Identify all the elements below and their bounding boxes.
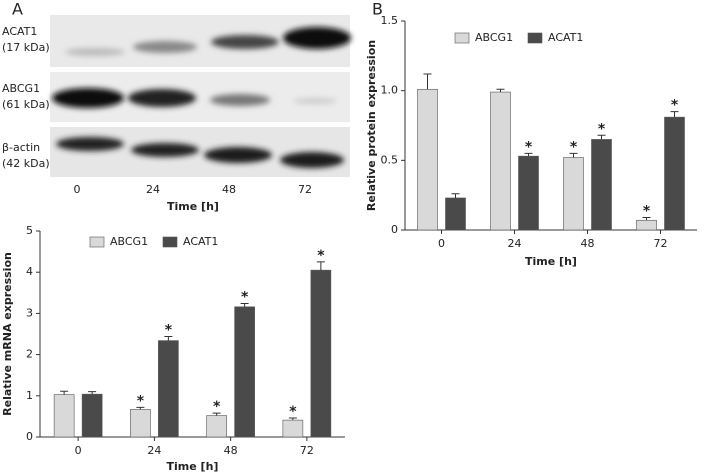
y-tick-label: 0.5	[381, 153, 399, 166]
error-bar	[451, 193, 460, 198]
y-tick-label: 0	[26, 430, 33, 443]
legend-swatch	[89, 236, 105, 248]
significance-marker: *	[137, 393, 145, 409]
significance-marker: *	[570, 139, 578, 155]
x-tick-label: 24	[508, 237, 522, 250]
error-bar	[496, 88, 505, 93]
legend-label: ACAT1	[548, 31, 583, 44]
y-tick-label: 1.0	[381, 84, 399, 97]
y-tick-label: 0	[391, 223, 398, 236]
x-axis-title: Time [h]	[167, 460, 219, 473]
x-axis-title: Time [h]	[525, 255, 577, 268]
error-bar	[60, 390, 69, 395]
blot-x-label: 24	[146, 183, 160, 196]
significance-marker: *	[317, 248, 325, 264]
y-axis-title: Relative mRNA expression	[1, 252, 14, 416]
legend-label: ACAT1	[183, 235, 218, 248]
panel-label: B	[372, 0, 383, 19]
bar	[234, 306, 255, 438]
bar	[490, 91, 511, 231]
bar	[158, 340, 179, 438]
bar	[417, 88, 438, 231]
significance-marker: *	[165, 322, 173, 338]
significance-marker: *	[598, 121, 606, 137]
x-tick-label: 0	[75, 444, 82, 457]
significance-marker: *	[671, 98, 679, 114]
blot-row-name: ABCG1	[2, 82, 40, 95]
x-tick-label: 48	[224, 444, 238, 457]
bar	[664, 116, 685, 231]
x-tick-label: 0	[438, 237, 445, 250]
significance-marker: *	[643, 203, 651, 219]
y-tick-label: 3	[26, 306, 33, 319]
blot-x-label: 48	[222, 183, 236, 196]
blot-bands	[52, 27, 351, 168]
bar	[445, 197, 466, 231]
error-bar	[164, 335, 173, 341]
error-bar	[288, 417, 297, 421]
legend-swatch	[454, 32, 470, 44]
blot-row-name: β-actin	[2, 141, 40, 154]
y-tick-label: 4	[26, 265, 33, 278]
error-bar	[642, 216, 651, 221]
significance-marker: *	[213, 399, 221, 415]
bar	[206, 415, 227, 438]
bar	[636, 219, 657, 231]
blot-row-size: (61 kDa)	[2, 98, 50, 111]
legend-swatch	[527, 32, 543, 44]
significance-marker: *	[241, 290, 249, 306]
blot-row-size: (42 kDa)	[2, 157, 50, 170]
significance-marker: *	[525, 139, 533, 155]
bar	[282, 419, 304, 438]
blot-x-label: 0	[74, 183, 81, 196]
y-tick-label: 2	[26, 348, 33, 361]
error-bar	[670, 111, 679, 118]
x-tick-label: 72	[300, 444, 314, 457]
error-bar	[316, 261, 325, 271]
legend-label: ABCG1	[475, 31, 513, 44]
y-tick-label: 5	[26, 224, 33, 237]
error-bar	[88, 391, 97, 395]
y-axis-title: Relative protein expression	[365, 40, 378, 211]
bar	[563, 157, 584, 231]
error-bar	[423, 73, 432, 90]
error-bar	[136, 406, 145, 410]
bar	[130, 409, 151, 438]
x-tick-label: 48	[581, 237, 595, 250]
y-tick-label: 1	[26, 389, 33, 402]
error-bar	[597, 134, 606, 140]
bar	[310, 269, 332, 438]
legend-swatch	[162, 236, 178, 248]
blot-strip	[50, 127, 350, 177]
legend-label: ABCG1	[110, 235, 148, 248]
error-bar	[524, 152, 533, 157]
significance-marker: *	[289, 404, 297, 420]
panel-label: A	[12, 0, 23, 19]
error-bar	[212, 412, 221, 416]
blot-axis-title: Time [h]	[167, 200, 219, 213]
x-tick-label: 24	[147, 444, 161, 457]
blot-row-name: ACAT1	[2, 25, 37, 38]
error-bar	[240, 303, 249, 307]
bar	[518, 155, 539, 231]
bar	[53, 394, 75, 438]
bar	[591, 139, 612, 231]
y-tick-label: 1.5	[381, 14, 399, 27]
error-bar	[569, 152, 578, 158]
bar	[81, 393, 103, 438]
blot-row-size: (17 kDa)	[2, 41, 50, 54]
blot-x-label: 72	[298, 183, 312, 196]
x-tick-label: 72	[654, 237, 668, 250]
